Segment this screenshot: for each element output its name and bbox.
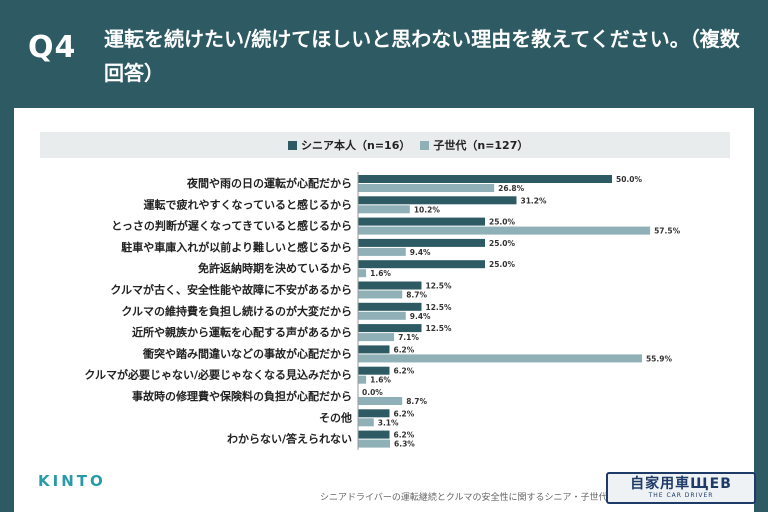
bar-child [358,311,406,320]
bar-senior [358,430,390,439]
bar-child [358,397,403,405]
value-label-senior: 50.0% [616,175,643,184]
bar-senior [358,281,422,290]
value-label-child: 1.6% [370,269,391,278]
category-label: クルマの維持費を負担し続けるのが大変だから [121,304,352,318]
category-label: その他 [319,410,352,424]
bar-senior [358,260,485,269]
legend: シニア本人（n=16） 子世代（n=127） [40,132,730,158]
category-label: 夜間や雨の日の運転が心配だから [186,176,352,190]
bar-senior [358,196,517,205]
category-label: 事故時の修理費や保険料の負担が心配だから [132,389,352,403]
bar-senior [358,238,485,247]
value-label-child: 9.4% [410,248,431,257]
value-label-senior: 25.0% [489,239,516,248]
value-label-senior: 12.5% [426,282,453,291]
bar-child [358,226,651,235]
value-label-child: 10.2% [414,205,441,214]
value-label-child: 9.4% [410,312,431,321]
bar-child [358,290,403,299]
category-label: 駐車や車庫入れが以前より難しいと感じるから [121,240,352,254]
value-label-senior: 12.5% [426,324,453,333]
bar-child [358,269,367,278]
value-label-senior: 31.2% [520,196,547,205]
value-label-senior: 12.5% [426,303,453,312]
value-label-child: 8.7% [406,397,427,406]
bar-senior [358,175,612,183]
value-label-senior: 6.2% [393,367,414,376]
legend-label-senior: シニア本人（n=16） [301,139,411,152]
legend-swatch-senior [288,140,297,150]
bar-child [358,354,642,363]
value-label-child: 7.1% [398,333,419,342]
value-label-senior: 6.2% [393,431,414,440]
question-title: 運転を続けたい/続けてほしいと思わない理由を教えてください。（複数回答） [104,27,740,85]
question-number: Q4 [28,30,77,65]
bar-senior [358,302,422,311]
category-label: わからない/答えられない [227,432,352,446]
value-label-senior: 6.2% [393,409,414,418]
bar-chart: 夜間や雨の日の運転が心配だから 50.0% 26.8% 運転で疲れやすくなっていると感… [84,172,681,450]
legend-item-senior: シニア本人（n=16） [288,137,410,153]
bar-child [358,333,395,342]
category-label: 近所や親族から運転を心配する声があるから [132,325,352,339]
bar-child [358,205,410,214]
bar-senior [358,324,422,333]
publisher-badge-title: 自家用車ЩEB [630,475,732,492]
bar-senior [358,217,485,226]
bar-child [358,375,367,384]
header: Q4 運転を続けたい/続けてほしいと思わない理由を教えてください。（複数回答） [0,0,768,108]
bar-senior [358,409,390,418]
value-label-child: 26.8% [498,184,525,193]
publisher-badge-subtitle: THE CAR DRIVER [648,491,714,499]
value-label-child: 57.5% [654,227,681,236]
bar-child [358,418,374,427]
bar-child [358,247,406,256]
bar-child [358,439,391,448]
category-label: クルマが古く、安全性能や故障に不安があるから [110,283,352,297]
value-label-senior: 25.0% [489,218,516,227]
value-label-child: 8.7% [406,291,427,300]
value-label-child: 6.3% [394,440,415,449]
category-label: 衝突や踏み間違いなどの事故が心配だから [142,346,352,360]
value-label-child: 1.6% [370,376,391,385]
kinto-logo: KINTO [38,472,106,490]
legend-swatch-child [420,140,430,150]
legend-label-child: 子世代（n=127） [433,139,529,152]
value-label-senior: 6.2% [393,345,414,354]
value-label-child: 55.9% [646,354,673,363]
bar-senior [358,366,390,375]
bar-senior [358,345,390,354]
publisher-badge: 自家用車ЩEB THE CAR DRIVER [606,472,756,504]
value-label-senior: 25.0% [489,260,516,269]
category-label: 免許返納時期を決めているから [198,261,352,275]
survey-source-note: シニアドライバーの運転継続とクルマの安全性に関するシニア・子世代の意識調査 [320,493,606,503]
value-label-senior: 0.0% [362,388,383,397]
legend-item-child: 子世代（n=127） [420,137,528,153]
value-label-child: 3.1% [378,418,399,427]
bar-child [358,184,495,192]
chart-card: シニア本人（n=16） 子世代（n=127） 夜間や雨の日の運転が心配だから 50… [14,108,756,512]
category-label: 運転で疲れやすくなっていると感じるから [144,197,352,211]
category-label: クルマが必要じゃない/必要じゃなくなる見込みだから [84,368,352,382]
category-label: とっさの判断が遅くなってきていると感じるから [111,219,352,233]
